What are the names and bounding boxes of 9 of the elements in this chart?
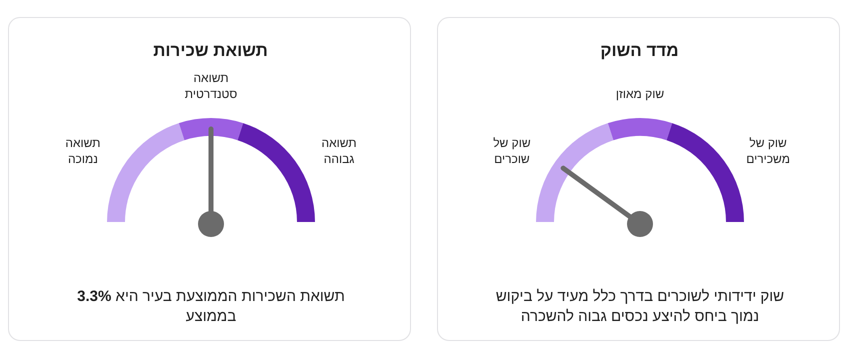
text: שוק ידידותי לשוכרים בדרך כלל מעיד על ביקוש נמוך ביחס להיצע נכסים גבוה להשכרה xyxy=(494,287,786,327)
slice-label: תשואה גבוהה xyxy=(320,135,358,168)
slice-label: שוק של משכירים xyxy=(745,135,791,168)
chart-title: תשואת שכירות xyxy=(152,40,269,62)
slice-label: שוק של שוכרים xyxy=(492,135,532,168)
slice-label: תשואה סטנדרטית xyxy=(184,70,238,102)
slice-label: תשואה נמוכה xyxy=(64,135,102,168)
slice-label: שוק מאוזן xyxy=(614,86,666,102)
chart-title: מדד השוק xyxy=(599,40,680,62)
